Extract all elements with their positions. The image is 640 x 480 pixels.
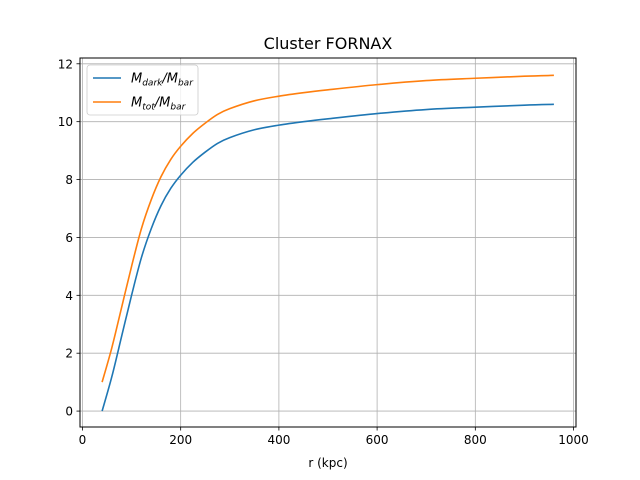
y-tick-label: 10 (58, 115, 73, 129)
grid (80, 58, 576, 427)
plot-frame (79, 57, 577, 428)
y-tick-label: 4 (65, 289, 73, 303)
series-line-0 (101, 103, 554, 412)
x-tick-label: 400 (267, 433, 290, 447)
y-tick-label: 2 (65, 347, 73, 361)
x-tick-label: 1000 (558, 433, 589, 447)
legend-label-1: Mtot/Mbar (131, 96, 187, 113)
series-line-1 (101, 74, 554, 383)
chart-title: Cluster FORNAX (264, 34, 393, 53)
y-tick-label: 12 (58, 57, 73, 71)
x-axis-label: r (kpc) (308, 456, 347, 470)
x-tick-label: 600 (366, 433, 389, 447)
y-tick-label: 6 (65, 231, 73, 245)
x-tick-label: 0 (79, 433, 87, 447)
y-tick-label: 0 (65, 405, 73, 419)
x-tick-label: 200 (169, 433, 192, 447)
y-tick-label: 8 (65, 173, 73, 187)
y-axis: 0 2 4 6 8 10 12 (58, 57, 80, 419)
series-layer (101, 74, 554, 412)
legend: Mdark/Mbar Mtot/Mbar (86, 64, 199, 116)
x-tick-label: 800 (464, 433, 487, 447)
x-axis: 0 200 400 600 800 1000 (79, 427, 589, 447)
legend-label-0: Mdark/Mbar (131, 72, 194, 89)
